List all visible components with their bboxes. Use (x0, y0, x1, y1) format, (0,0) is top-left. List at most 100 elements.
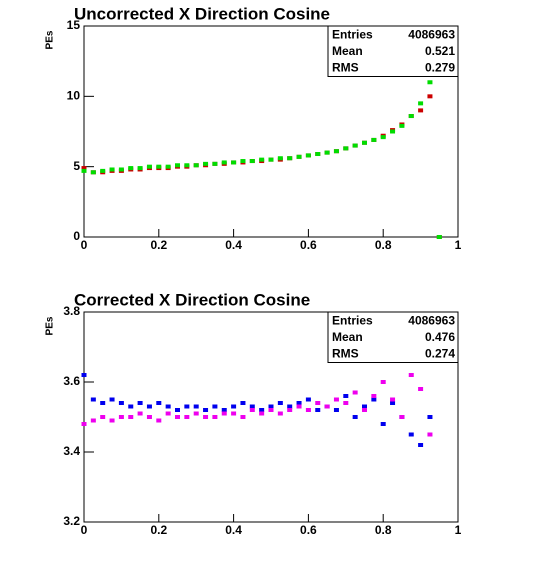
data-point (240, 401, 246, 405)
data-point (240, 415, 246, 419)
data-point (109, 167, 115, 172)
data-point (212, 161, 218, 166)
chart-title: Uncorrected X Direction Cosine (74, 4, 330, 23)
stats-value: 0.274 (425, 346, 455, 360)
data-point (203, 408, 209, 412)
data-point (90, 418, 96, 423)
data-point (371, 397, 377, 402)
stats-value: 4086963 (408, 27, 455, 41)
data-point (249, 408, 255, 412)
y-tick-label: 10 (67, 89, 81, 103)
data-point (109, 397, 115, 402)
data-point (249, 159, 255, 164)
data-point (100, 415, 106, 419)
data-point (399, 123, 405, 128)
data-point (408, 114, 414, 119)
data-point (109, 418, 115, 423)
data-point (371, 137, 377, 142)
data-point (118, 401, 124, 405)
data-point (362, 140, 367, 145)
data-point (296, 154, 302, 159)
data-point (240, 159, 246, 164)
data-point (193, 163, 199, 168)
data-point (287, 408, 293, 412)
data-point (165, 404, 171, 409)
y-tick-label: 3.2 (63, 514, 80, 528)
x-tick-label: 0.2 (150, 523, 167, 537)
data-point (268, 404, 274, 409)
chart-title: Corrected X Direction Cosine (74, 290, 310, 309)
data-point (343, 394, 349, 398)
data-point (128, 404, 134, 409)
data-point (371, 394, 377, 398)
data-point (315, 152, 321, 157)
stats-box (327, 25, 459, 77)
data-point (137, 411, 143, 416)
data-point (90, 170, 96, 175)
data-point (380, 380, 386, 384)
data-point (100, 168, 106, 173)
x-tick-label: 0.2 (150, 238, 167, 252)
data-point (81, 166, 87, 171)
data-point (352, 143, 358, 148)
x-tick-label: 0.4 (225, 523, 242, 537)
data-point (296, 404, 302, 409)
y-tick-label: 3.4 (63, 444, 80, 458)
data-point (305, 153, 311, 158)
data-point (380, 135, 386, 140)
stats-label: Entries (332, 313, 373, 327)
stats-label: RMS (332, 346, 359, 360)
data-point (259, 408, 265, 412)
data-point (277, 156, 283, 161)
data-point (324, 150, 330, 155)
x-tick-label: 0.8 (375, 523, 392, 537)
x-tick-label: 1 (455, 523, 462, 537)
data-point (277, 401, 283, 405)
stats-value: 0.279 (425, 60, 455, 74)
data-point (352, 390, 358, 395)
data-point (221, 408, 227, 412)
data-point (90, 397, 96, 402)
data-point (175, 415, 180, 419)
data-point (333, 397, 339, 402)
data-point (137, 166, 143, 171)
data-point (315, 401, 321, 405)
data-point (305, 408, 311, 412)
stats-value: 0.476 (425, 330, 455, 344)
y-axis-label: PEs (45, 316, 56, 335)
data-point (81, 373, 87, 377)
data-point (333, 408, 339, 412)
data-point (249, 404, 255, 409)
data-point (193, 411, 199, 416)
data-point (175, 163, 180, 168)
data-point (418, 443, 424, 447)
data-point (118, 167, 124, 172)
data-point (100, 401, 106, 405)
data-point (390, 401, 396, 405)
data-point (146, 415, 152, 419)
data-point (362, 408, 367, 412)
y-tick-label: 15 (67, 18, 81, 32)
data-point (427, 80, 433, 85)
data-point (81, 168, 87, 173)
data-point (427, 432, 433, 437)
data-point (390, 397, 396, 402)
data-point (221, 411, 227, 416)
data-point (193, 404, 199, 409)
stats-label: Entries (332, 27, 373, 41)
data-point (118, 415, 124, 419)
y-tick-label: 0 (73, 229, 80, 243)
data-point (427, 415, 433, 419)
data-point (259, 411, 265, 416)
y-tick-label: 3.8 (63, 304, 80, 318)
data-point (380, 422, 386, 426)
x-tick-label: 0 (81, 238, 88, 252)
data-point (231, 411, 237, 416)
x-tick-label: 0 (81, 523, 88, 537)
data-point (165, 164, 171, 169)
data-point (156, 164, 162, 169)
y-tick-label: 3.6 (63, 374, 80, 388)
data-point (175, 408, 180, 412)
data-point (184, 404, 190, 409)
